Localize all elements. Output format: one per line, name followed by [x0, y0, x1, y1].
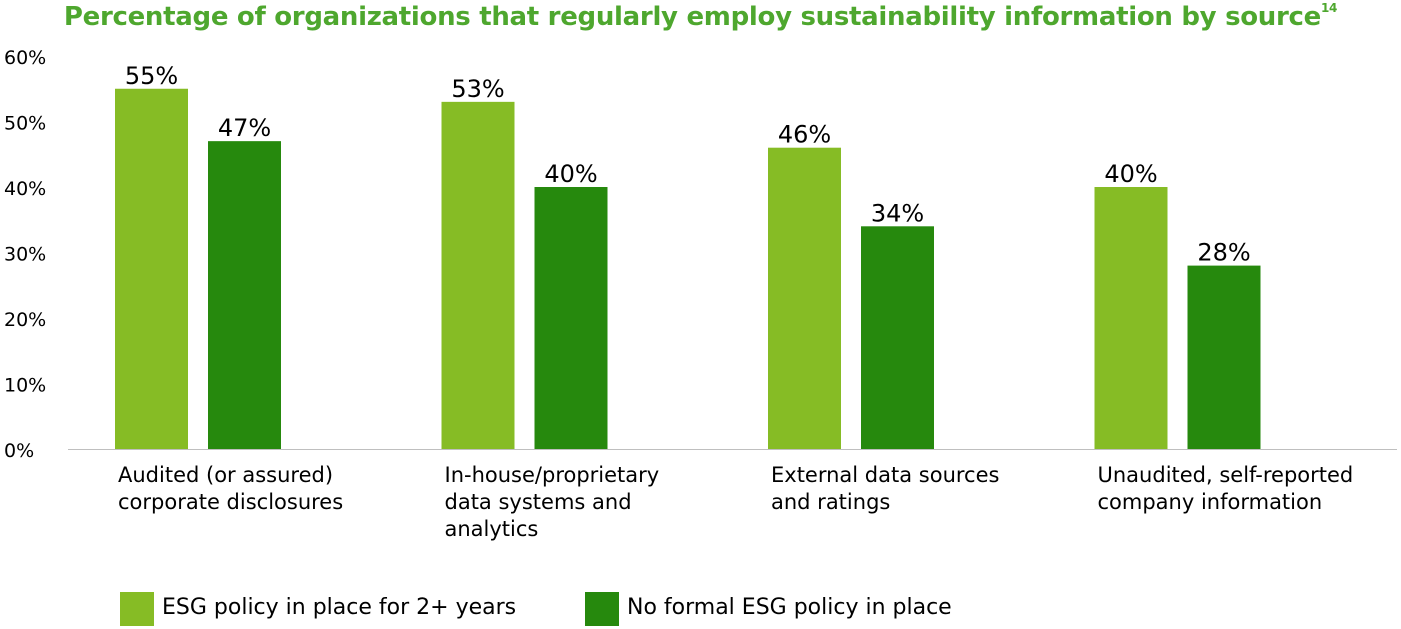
- x-tick-label: Audited (or assured): [118, 463, 333, 487]
- bar: [115, 88, 188, 449]
- data-label: 47%: [218, 114, 271, 142]
- x-tick-label: corporate disclosures: [118, 490, 343, 514]
- data-label: 40%: [1104, 160, 1157, 188]
- x-tick-label: analytics: [445, 517, 539, 541]
- y-tick-label: 50%: [4, 113, 46, 135]
- x-tick-label: In-house/proprietary: [445, 463, 660, 487]
- x-tick-label: External data sources: [771, 463, 999, 487]
- data-label: 28%: [1197, 239, 1250, 267]
- y-tick-label: 0%: [4, 440, 34, 462]
- bar: [534, 187, 608, 449]
- legend-label-no-esg-policy: No formal ESG policy in place: [627, 595, 952, 620]
- data-label: 53%: [451, 75, 504, 103]
- legend-swatch-no-esg-policy: [585, 592, 619, 626]
- chart-title: Percentage of organizations that regular…: [0, 0, 1401, 34]
- x-tick-label: Unaudited, self-reported: [1098, 463, 1354, 487]
- y-tick-label: 30%: [4, 244, 46, 266]
- legend-swatch-esg-policy: [120, 592, 154, 626]
- bar: [208, 141, 281, 449]
- bar: [861, 226, 934, 449]
- data-label: 55%: [125, 62, 178, 90]
- x-tick-label: and ratings: [771, 490, 890, 514]
- data-label: 40%: [544, 160, 597, 188]
- chart-title-footnote: 14: [1321, 1, 1338, 15]
- bar: [1094, 187, 1168, 449]
- chart-title-text: Percentage of organizations that regular…: [63, 2, 1321, 32]
- legend-label-esg-policy: ESG policy in place for 2+ years: [162, 595, 517, 620]
- y-tick-label: 40%: [4, 178, 46, 200]
- data-label: 34%: [871, 199, 924, 227]
- x-tick-label: data systems and: [445, 490, 632, 514]
- bar: [441, 101, 515, 449]
- y-tick-label: 20%: [4, 309, 46, 331]
- x-tick-label: company information: [1098, 490, 1323, 514]
- data-label: 46%: [778, 121, 831, 149]
- y-tick-label: 60%: [4, 47, 46, 69]
- bar: [768, 147, 841, 449]
- y-tick-label: 10%: [4, 375, 46, 397]
- bar: [1187, 265, 1261, 449]
